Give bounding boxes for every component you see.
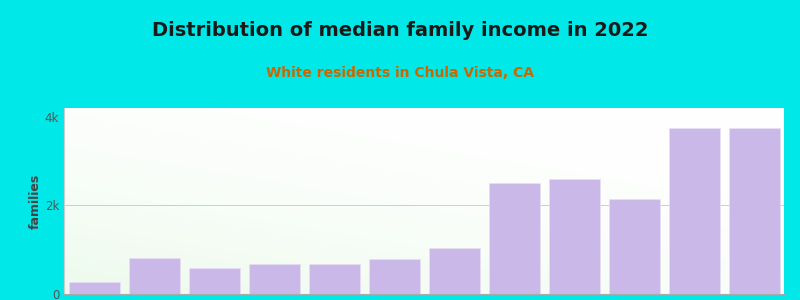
Bar xyxy=(729,128,779,294)
Bar xyxy=(189,268,239,294)
Bar xyxy=(129,258,179,294)
Bar xyxy=(249,264,299,294)
Bar xyxy=(429,248,479,294)
Bar xyxy=(69,282,119,294)
Bar xyxy=(369,260,419,294)
Bar xyxy=(309,264,359,294)
Bar xyxy=(609,199,659,294)
Bar xyxy=(549,179,599,294)
Text: Distribution of median family income in 2022: Distribution of median family income in … xyxy=(152,21,648,40)
Y-axis label: families: families xyxy=(29,173,42,229)
Text: White residents in Chula Vista, CA: White residents in Chula Vista, CA xyxy=(266,66,534,80)
Bar xyxy=(669,128,719,294)
Bar xyxy=(489,183,539,294)
